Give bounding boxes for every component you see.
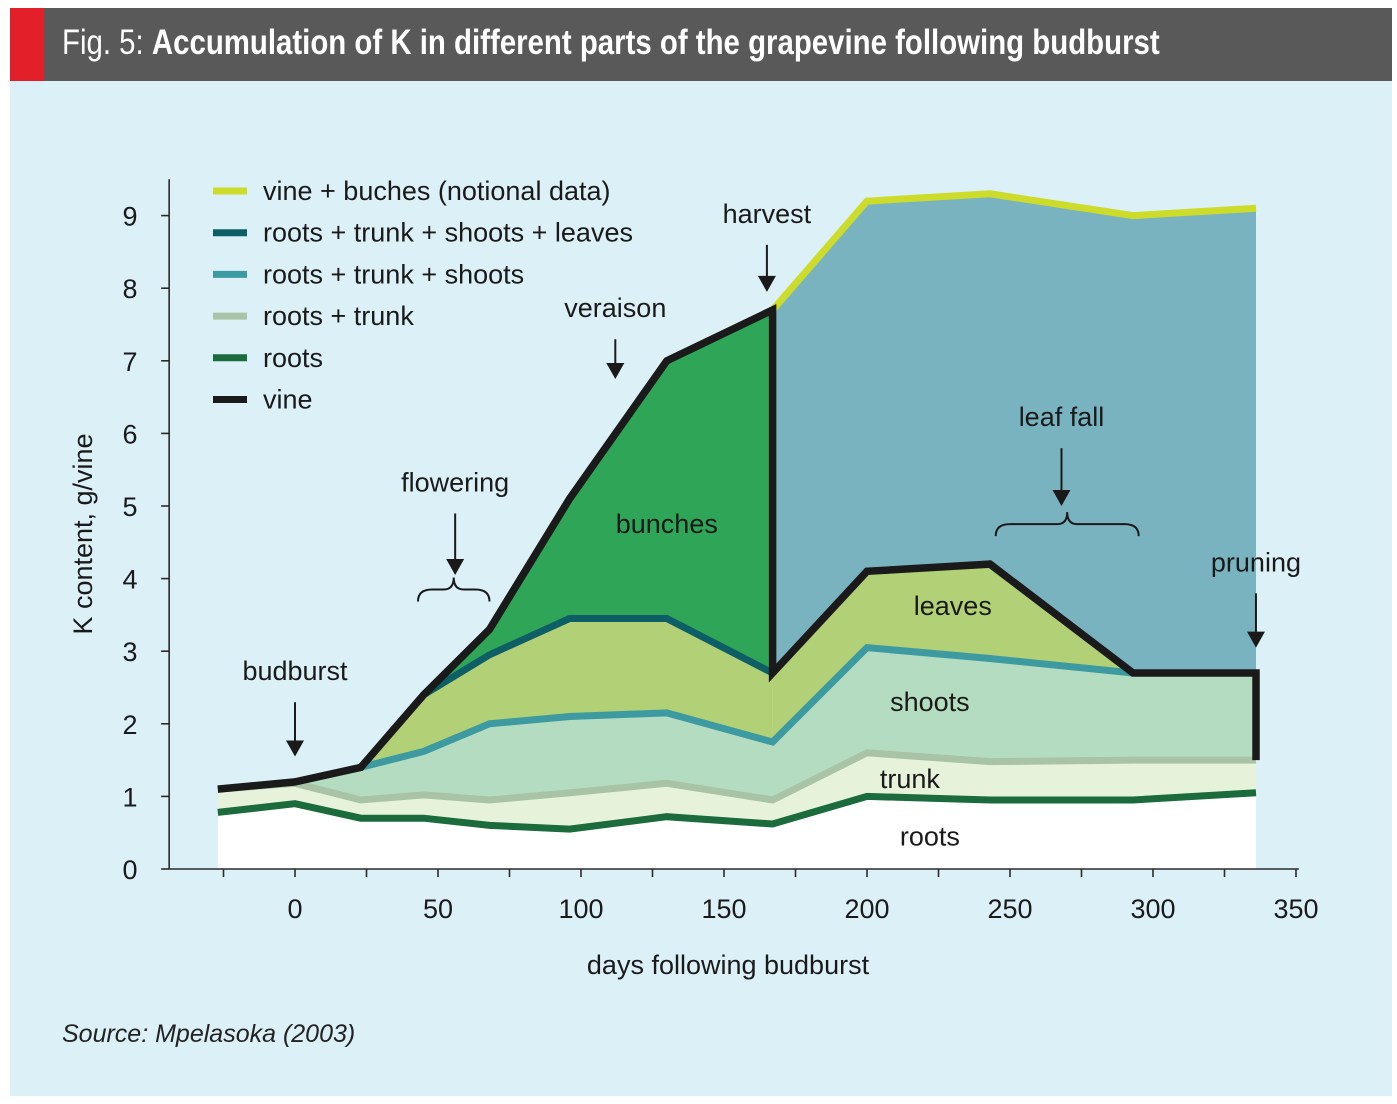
annotation-arrow-head bbox=[1246, 631, 1265, 648]
source-caption: Source: Mpelasoka (2003) bbox=[62, 1020, 356, 1048]
legend-label: roots + trunk + shoots bbox=[263, 259, 524, 289]
legend-label: vine + buches (notional data) bbox=[263, 176, 610, 206]
figure-number: Fig. 5: bbox=[62, 23, 144, 62]
y-tick-label: 0 bbox=[122, 855, 137, 885]
annotation-label: flowering bbox=[401, 467, 509, 497]
region-label: trunk bbox=[880, 764, 941, 794]
leaf-fall-brace bbox=[994, 512, 1140, 537]
y-tick-label: 7 bbox=[122, 347, 137, 377]
accent-tab bbox=[10, 8, 44, 81]
y-tick-label: 8 bbox=[122, 274, 137, 304]
region-label: roots bbox=[900, 821, 960, 851]
region-label: bunches bbox=[616, 509, 718, 539]
flowering-brace bbox=[416, 577, 491, 602]
area-leaves-early bbox=[360, 618, 773, 768]
x-tick-label: 0 bbox=[287, 894, 302, 924]
line-roots bbox=[217, 789, 1257, 833]
region-label: leaves bbox=[914, 591, 992, 621]
annotation-arrow-head bbox=[446, 558, 465, 575]
line-vine bbox=[217, 304, 1260, 793]
annotation-label: budburst bbox=[242, 656, 348, 686]
title-bar: Fig. 5: Accumulation of K in different p… bbox=[10, 8, 1392, 81]
y-tick-label: 2 bbox=[122, 710, 137, 740]
x-tick-label: 350 bbox=[1273, 894, 1318, 924]
figure-title: Fig. 5: Accumulation of K in different p… bbox=[62, 23, 1160, 63]
region-label: shoots bbox=[890, 687, 970, 717]
axes bbox=[161, 179, 1299, 877]
y-tick-label: 1 bbox=[122, 782, 137, 812]
annotation-arrow-head bbox=[606, 362, 625, 379]
line-roots-trunk-shoots-leaves bbox=[421, 615, 775, 698]
area-trunk bbox=[217, 752, 1256, 830]
legend-label: vine bbox=[263, 385, 313, 415]
annotation-arrow-head bbox=[286, 740, 304, 757]
x-tick-label: 100 bbox=[558, 894, 603, 924]
x-tick-label: 250 bbox=[987, 894, 1032, 924]
legend-label: roots bbox=[263, 343, 323, 373]
legend-label: roots + trunk bbox=[263, 301, 414, 331]
line-roots-trunk-shoots bbox=[359, 643, 1256, 771]
x-tick-label: 50 bbox=[423, 894, 453, 924]
y-tick-label: 6 bbox=[122, 419, 137, 449]
x-tick-label: 200 bbox=[844, 894, 889, 924]
line-roots-trunk bbox=[217, 749, 1256, 804]
y-tick-label: 3 bbox=[122, 637, 137, 667]
x-tick-label: 300 bbox=[1130, 894, 1175, 924]
annotation-arrow-head bbox=[757, 275, 776, 292]
area-post-harvest bbox=[772, 193, 1256, 674]
annotation-label: leaf fall bbox=[1019, 402, 1105, 432]
y-tick-label: 5 bbox=[122, 492, 137, 522]
y-axis-label: K content, g/vine bbox=[68, 433, 98, 634]
y-tick-label: 9 bbox=[122, 202, 137, 232]
annotation-label: harvest bbox=[723, 199, 812, 229]
title-main: Accumulation of K in different parts of … bbox=[151, 23, 1160, 62]
annotation-label: pruning bbox=[1211, 547, 1301, 577]
annotation-arrow-head bbox=[1052, 490, 1071, 506]
x-tick-label: 150 bbox=[701, 894, 746, 924]
line-vine-bunches bbox=[769, 190, 1257, 313]
x-axis-label: days following budburst bbox=[587, 950, 870, 980]
legend-label: roots + trunk + shoots + leaves bbox=[263, 218, 633, 248]
area-roots bbox=[217, 792, 1256, 869]
y-tick-label: 4 bbox=[122, 565, 137, 595]
annotation-label: veraison bbox=[564, 293, 666, 323]
area-shoots bbox=[217, 647, 1256, 800]
